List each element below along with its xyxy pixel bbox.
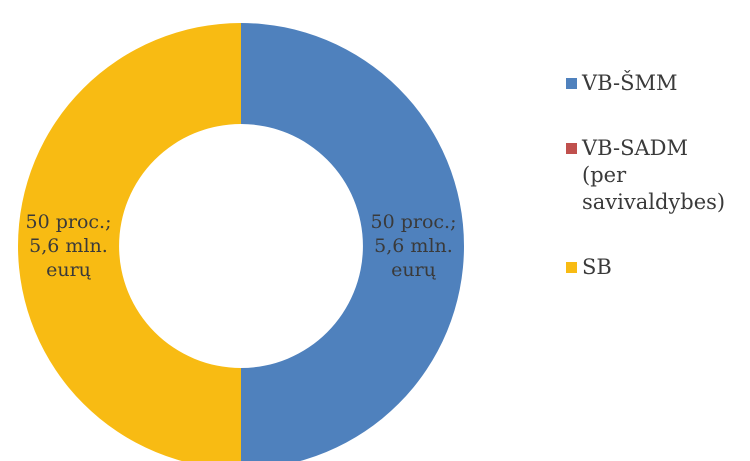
legend-item-vb-smm: VB-ŠMM [566,70,750,97]
data-labels: 50 proc.; 5,6 mln. eurų 50 proc.; 5,6 mln. eu… [26,211,457,281]
legend-item-sb: SB [566,254,750,281]
legend-swatch-vb-sadm [566,143,577,154]
legend-swatch-sb [566,262,577,273]
slice-vb-mm [241,23,464,461]
donut-slices [18,23,464,461]
legend-swatch-vb-smm [566,78,577,89]
legend-label-vb-smm: VB-ŠMM [582,71,678,95]
legend-label-sb: SB [582,255,612,279]
chart-legend: VB-ŠMM VB-SADM (per savivaldybes) SB [566,70,750,319]
data-label-sb: 50 proc.; 5,6 mln. eurų [26,211,112,281]
slice-sb [18,23,241,461]
legend-label-vb-sadm: VB-SADM (per savivaldybes) [582,136,726,214]
data-label-vb-mm: 50 proc.; 5,6 mln. eurų [371,211,457,281]
legend-item-vb-sadm: VB-SADM (per savivaldybes) [566,135,750,216]
